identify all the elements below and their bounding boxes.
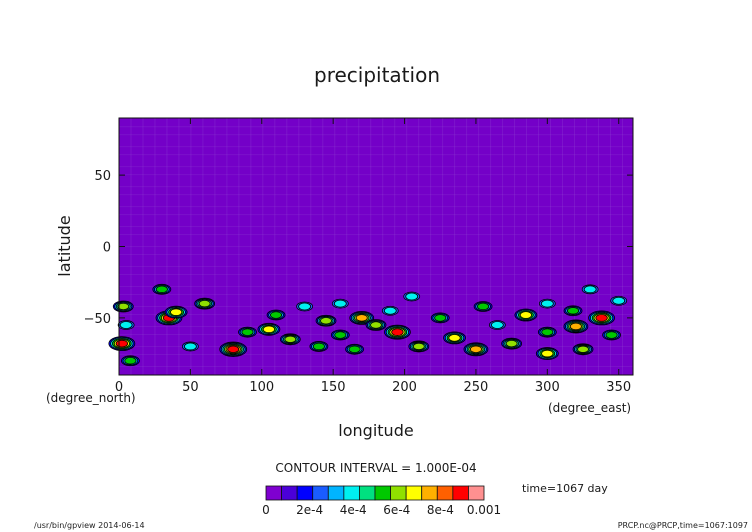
contour-cell — [330, 329, 350, 341]
footer-left: /usr/bin/gpview 2014-06-14 — [34, 521, 145, 530]
plot-background — [119, 118, 633, 375]
colorbar-tick-label: 8e-4 — [427, 503, 454, 517]
contour-cell — [164, 305, 188, 319]
contour-cell — [563, 319, 589, 334]
contour-cell — [538, 298, 556, 309]
colorbar-swatch — [452, 485, 469, 501]
colorbar-swatch — [343, 485, 360, 501]
contour-cell — [563, 305, 583, 317]
colorbar-tick-label: 4e-4 — [340, 503, 367, 517]
colorbar-swatch — [359, 485, 376, 501]
colorbar-swatch — [327, 485, 345, 501]
x-tick-label: 250 — [464, 380, 489, 395]
contour-cell — [121, 355, 140, 367]
colorbar-swatch — [405, 485, 423, 501]
contour-cell — [443, 331, 466, 345]
contour-cell — [381, 305, 399, 316]
colorbar-tick-label: 0.001 — [467, 503, 501, 517]
contour-cell — [535, 347, 559, 360]
contour-cell — [501, 337, 523, 350]
x-tick-label: 0 — [115, 380, 123, 395]
colorbar-tick-label: 0 — [262, 503, 270, 517]
colorbar-swatch — [312, 485, 329, 501]
x-tick-label: 50 — [182, 380, 199, 395]
contour-cell — [315, 314, 337, 327]
contour-cell — [238, 326, 257, 338]
y-axis-label: latitude — [55, 215, 74, 276]
contour-cell — [602, 329, 621, 341]
contour-cell — [384, 324, 411, 340]
colorbar: 0 2e-4 4e-4 6e-4 8e-4 0.001 — [262, 485, 501, 517]
contour-cell — [430, 312, 450, 324]
y-tick-label: 0 — [103, 241, 111, 256]
colorbar-swatch — [468, 485, 485, 501]
footer-right: PRCP.nc@PRCP,time=1067:1097 — [617, 521, 748, 530]
contour-cell — [581, 284, 599, 295]
y-tick-label: 50 — [94, 169, 111, 184]
colorbar-swatch — [296, 485, 314, 501]
contour-cell — [537, 326, 557, 338]
contour-cell — [403, 291, 421, 302]
contour-cell — [296, 301, 314, 312]
contour-cell — [112, 300, 134, 313]
x-tick-label: 200 — [392, 380, 417, 395]
x-tick-label: 300 — [535, 380, 560, 395]
contour-cell — [345, 343, 364, 355]
contour-cell — [331, 298, 349, 309]
contour-cell — [488, 320, 506, 330]
contour-cell — [266, 309, 286, 321]
contour-cell — [219, 341, 248, 357]
contour-fill — [108, 283, 628, 367]
chart-title: precipitation — [314, 63, 440, 87]
axis-ticks: 0 50 100 150 200 250 300 350 50 0 −50 — [84, 118, 633, 395]
contour-cell — [408, 340, 430, 353]
colorbar-swatch — [390, 485, 407, 501]
contour-cell — [194, 297, 216, 310]
y-unit-label: (degree_north) — [46, 391, 136, 405]
contour-cell — [309, 341, 329, 352]
contour-cell — [588, 310, 615, 326]
y-tick-label: −50 — [84, 312, 111, 327]
x-axis-label: longitude — [338, 421, 413, 440]
contour-cell — [514, 308, 538, 322]
time-label: time=1067 day — [522, 482, 608, 495]
contour-cell — [473, 301, 493, 312]
colorbar-tick-label: 2e-4 — [296, 503, 323, 517]
colorbar-swatch — [281, 485, 298, 501]
contour-cell — [108, 336, 136, 351]
colorbar-swatch — [265, 485, 282, 501]
contour-cell — [365, 319, 387, 331]
colorbar-swatch — [374, 485, 391, 501]
x-tick-label: 150 — [321, 380, 346, 395]
contour-cell — [181, 341, 199, 352]
contour-interval-label: CONTOUR INTERVAL = 1.000E-04 — [275, 461, 476, 475]
colorbar-swatch — [436, 485, 454, 501]
colorbar-swatch — [421, 485, 438, 501]
x-tick-label: 350 — [606, 380, 631, 395]
colorbar-tick-label: 6e-4 — [383, 503, 410, 517]
contour-cell — [117, 320, 135, 330]
contour-cell — [279, 333, 301, 346]
contour-cell — [463, 342, 489, 357]
plot-area: 0 50 100 150 200 250 300 350 50 0 −50 — [84, 117, 634, 395]
contour-cell — [257, 322, 281, 336]
x-unit-label: (degree_east) — [548, 401, 631, 415]
contour-cell — [572, 343, 594, 356]
contour-cell — [152, 283, 172, 295]
x-tick-label: 100 — [249, 380, 274, 395]
contour-cell — [349, 310, 375, 325]
contour-cell — [610, 295, 628, 306]
